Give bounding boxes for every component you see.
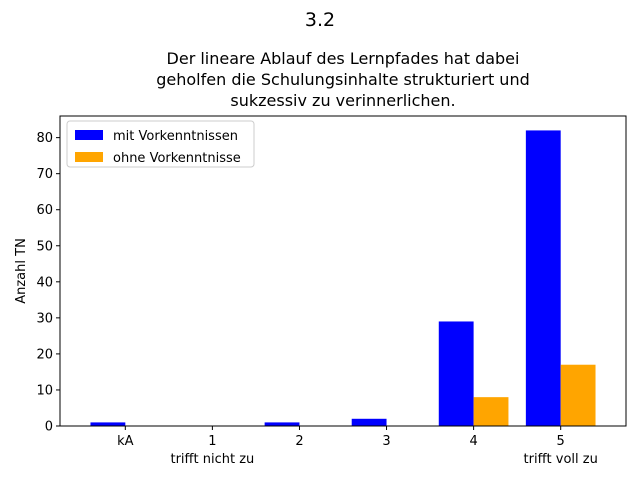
x-tick-label: kA — [117, 434, 134, 449]
legend-swatch — [75, 130, 103, 140]
y-tick-label: 70 — [36, 167, 53, 182]
bar-series-1-2 — [264, 422, 300, 426]
y-tick-label: 20 — [36, 347, 53, 362]
y-tick-label: 0 — [45, 420, 53, 435]
x-tick-sublabel: trifft voll zu — [524, 452, 598, 467]
bar-series-1-5 — [525, 130, 561, 427]
legend: mit Vorkenntnissen ohne Vorkenntnisse — [66, 120, 255, 168]
y-axis-label: Anzahl TN — [14, 238, 29, 304]
legend-label: mit Vorkenntnissen — [113, 129, 238, 144]
chart-title: Der lineare Ablauf des Lernpfades hat da… — [156, 49, 530, 110]
plot-frame — [59, 115, 627, 427]
x-tick-label: 5 — [557, 434, 565, 449]
y-tick-label: 10 — [36, 383, 53, 398]
y-axis: 0 10 20 30 40 50 60 70 80 — [36, 131, 60, 435]
bar-series-2-4 — [473, 397, 509, 426]
bar-series-2-5 — [560, 364, 596, 426]
x-tick-label: 1 — [208, 434, 216, 449]
legend-label: ohne Vorkenntnisse — [113, 151, 241, 166]
y-tick-label: 60 — [36, 203, 53, 218]
chart-suptitle: 3.2 — [305, 9, 335, 31]
plot-area — [59, 115, 627, 427]
x-tick-sublabel: trifft nicht zu — [170, 452, 254, 467]
y-tick-label: 30 — [36, 311, 53, 326]
x-tick-label: 2 — [295, 434, 303, 449]
y-tick-label: 40 — [36, 275, 53, 290]
legend-swatch — [75, 152, 103, 162]
y-tick-label: 50 — [36, 239, 53, 254]
x-tick-label: 4 — [469, 434, 477, 449]
bar-series-1-kA — [90, 422, 126, 426]
x-axis: kA 1 trifft nicht zu 2 3 4 5 trifft voll zu — [117, 426, 598, 467]
x-tick-label: 3 — [382, 434, 390, 449]
chart-title-line-2: geholfen die Schulungsinhalte strukturie… — [156, 70, 530, 89]
legend-box — [66, 120, 255, 168]
bar-series-1-4 — [438, 321, 474, 426]
chart-title-line-1: Der lineare Ablauf des Lernpfades hat da… — [167, 49, 520, 68]
bar-series-1-3 — [351, 418, 387, 426]
y-tick-label: 80 — [36, 131, 53, 146]
chart-title-line-3: sukzessiv zu verinnerlichen. — [230, 91, 455, 110]
